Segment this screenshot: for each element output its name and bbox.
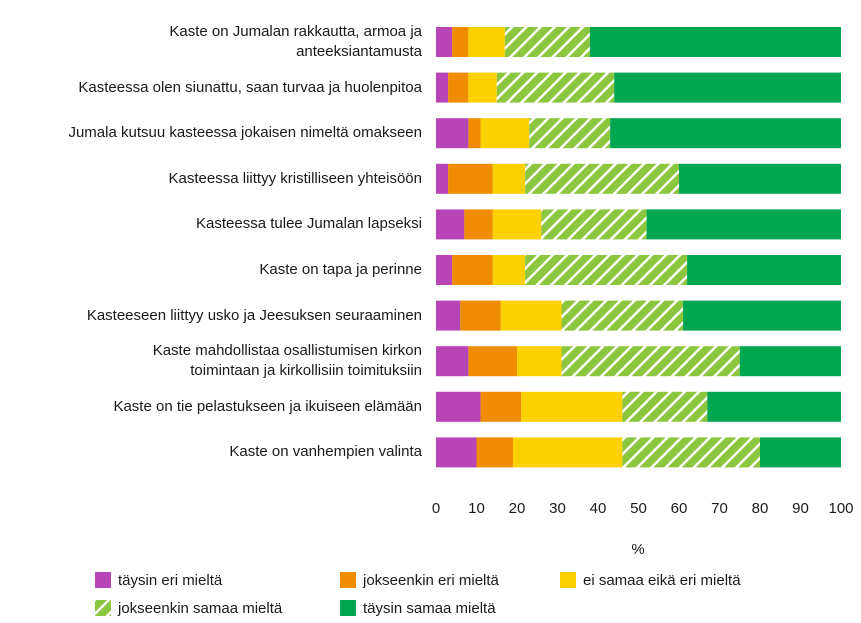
category-label: Jumala kutsuu kasteessa jokaisen nimeltä… [68, 124, 422, 142]
bar-segment [529, 118, 611, 149]
category-label: Kasteeseen liittyy usko ja Jeesuksen seu… [86, 306, 422, 324]
category-label: Kasteessa tulee Jumalan lapseksi [196, 215, 422, 233]
category-label: Kaste on tapa ja perinne [259, 261, 422, 278]
bar-segment [646, 209, 841, 240]
bar-segment [468, 346, 517, 377]
bar-segment [436, 346, 469, 377]
legend-label: jokseenkin eri mieltä [362, 572, 500, 589]
bar-segment [436, 118, 469, 149]
bar-segment [739, 346, 841, 377]
x-tick-label: 60 [671, 500, 688, 517]
x-tick-label: 0 [432, 500, 440, 517]
bar-segment [436, 163, 449, 194]
x-tick-label: 20 [509, 500, 526, 517]
bar-segment [476, 437, 513, 468]
x-tick-label: 100 [828, 500, 853, 517]
bar-segment [760, 437, 841, 468]
legend-swatch [95, 572, 111, 588]
x-tick-label: 80 [752, 500, 769, 517]
x-tick-label: 90 [792, 500, 809, 517]
bar-segment [707, 391, 841, 422]
bar-segment [561, 346, 740, 377]
x-tick-label: 70 [711, 500, 728, 517]
category-label: Kaste mahdollistaa osallistumisen kirkon… [152, 342, 422, 380]
bar-segment [468, 118, 481, 149]
bar-segment [452, 255, 493, 285]
bar-segment [492, 209, 542, 240]
bar-segment [561, 300, 684, 331]
bar-segment [589, 27, 841, 57]
category-label: Kaste on tie pelastukseen ja ikuiseen el… [113, 397, 422, 415]
bar-segment [512, 437, 623, 468]
category-label: Kaste on vanhempien valinta [229, 443, 422, 461]
bar-segment [622, 391, 708, 422]
bar-segment [521, 391, 623, 422]
bar-segment [448, 72, 469, 103]
bar-segment [468, 27, 505, 57]
bar-segment [683, 300, 841, 331]
legend-swatch [95, 600, 111, 616]
bar-segment [622, 437, 760, 468]
bar-segment [610, 118, 841, 149]
x-axis-label: % [631, 541, 644, 558]
bar-segment [525, 255, 688, 285]
x-tick-label: 40 [590, 500, 607, 517]
bar-segment [436, 209, 465, 240]
bar-segment [436, 437, 477, 468]
bar-segment [464, 209, 493, 240]
bar-segment [614, 72, 841, 103]
bar-segment [492, 255, 526, 285]
bar-segment [460, 300, 501, 331]
bar-segment [480, 118, 530, 149]
bar-segment [452, 27, 469, 57]
bar-segment [496, 72, 615, 103]
bar-segment [517, 346, 562, 377]
bar-segment [679, 163, 841, 194]
legend-swatch [340, 600, 356, 616]
x-tick-label: 10 [468, 500, 485, 517]
bar-segment [436, 72, 449, 103]
bar-segment [525, 163, 679, 194]
bar-segment [480, 391, 522, 422]
bar-segment [492, 163, 526, 194]
bar-segment [541, 209, 647, 240]
legend-label: täysin eri mieltä [118, 572, 223, 589]
bar-segment [436, 255, 453, 285]
bar-segment [500, 300, 562, 331]
legend-swatch [340, 572, 356, 588]
x-tick-label: 50 [630, 500, 647, 517]
bar-segment [504, 27, 590, 57]
bar-segment [448, 163, 493, 194]
bar-segment [468, 72, 497, 103]
bar-segment [687, 255, 841, 285]
bar-segment [436, 300, 461, 331]
category-label: Kasteessa liittyy kristilliseen yhteisöö… [168, 169, 422, 187]
legend-label: ei samaa eikä eri mieltä [583, 572, 741, 589]
bar-segment [436, 391, 481, 422]
legend-label: jokseenkin samaa mieltä [117, 600, 283, 617]
category-label: Kasteessa olen siunattu, saan turvaa ja … [78, 78, 422, 96]
legend-label: täysin samaa mieltä [363, 600, 496, 617]
bar-segment [436, 27, 453, 57]
legend-swatch [560, 572, 576, 588]
x-tick-label: 30 [549, 500, 566, 517]
category-label: Kaste on Jumalan rakkautta, armoa ja ant… [169, 23, 422, 60]
